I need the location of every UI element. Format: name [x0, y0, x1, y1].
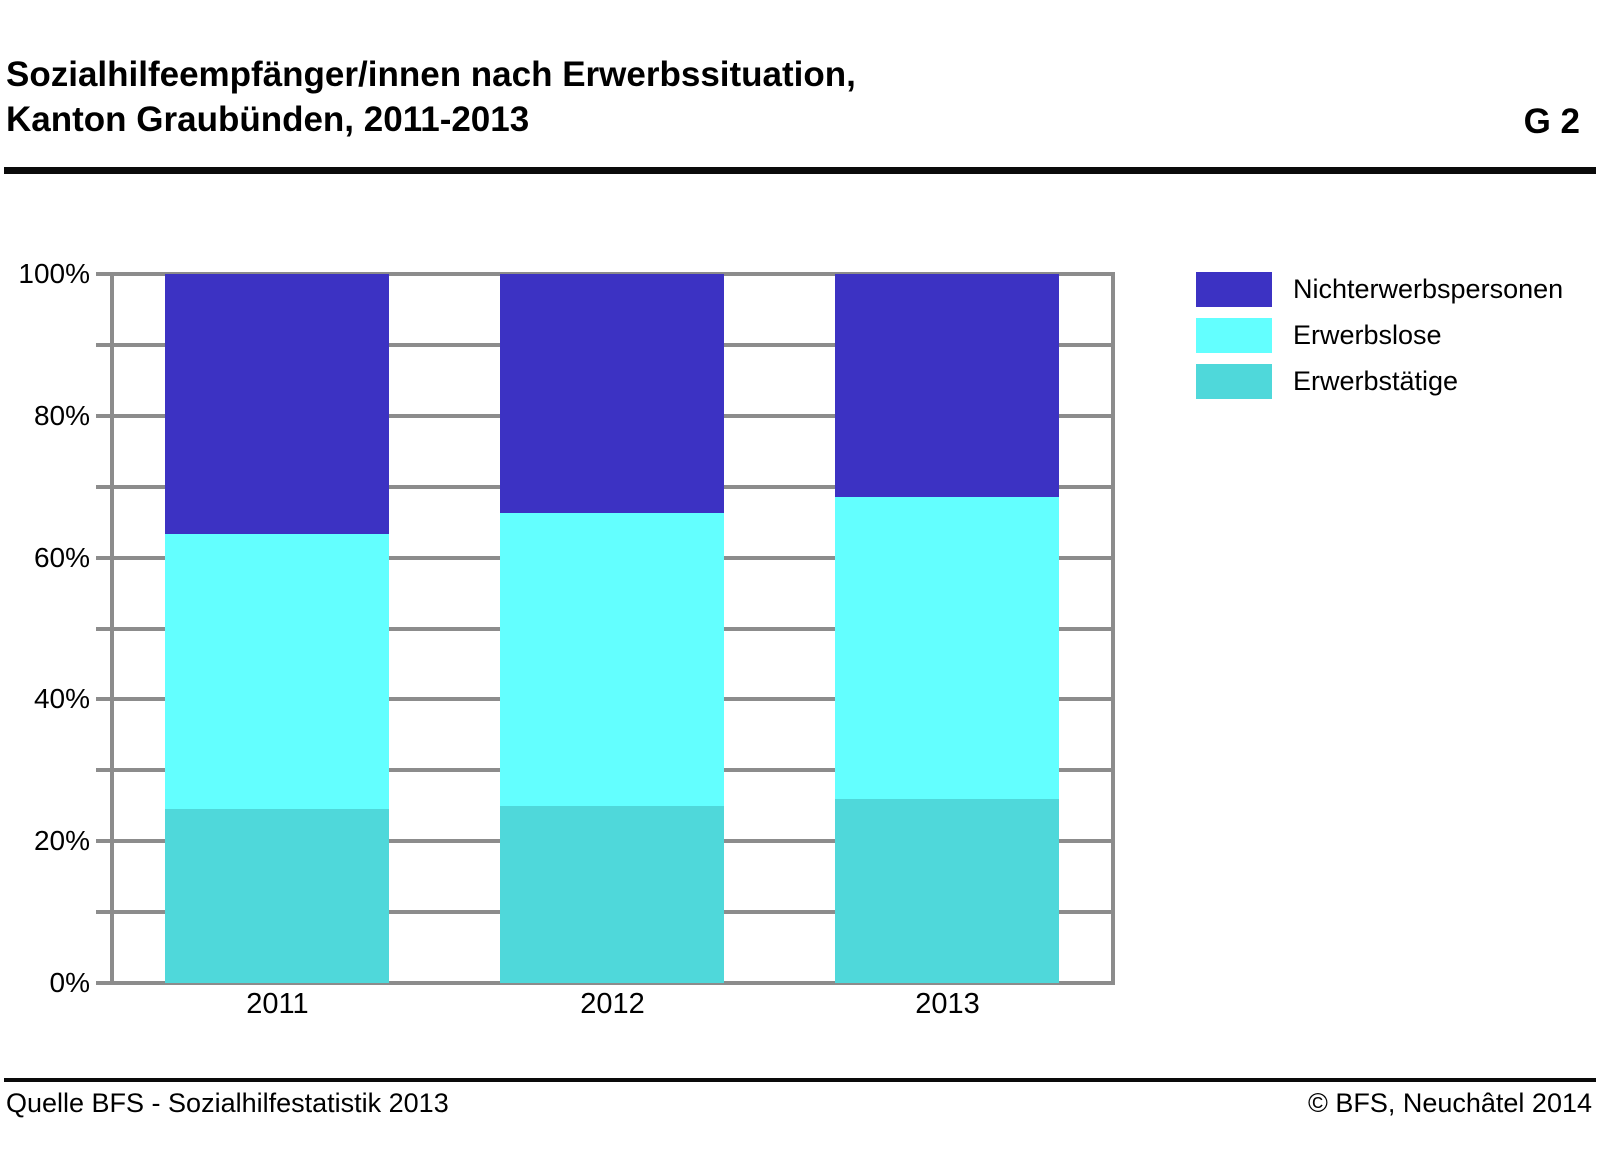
y-axis-tick-label: 80% — [33, 399, 90, 431]
y-axis-tick-labels: 0% 20% 40% 60% 80% 100% — [0, 258, 90, 998]
chart-title-line1: Sozialhilfeempfänger/innen nach Erwerbss… — [6, 55, 856, 94]
footer-rule — [4, 1078, 1596, 1082]
x-axis-category-labels: 2011 2012 2013 — [110, 988, 1115, 1021]
bar-segment-erwerbstätige-2011 — [165, 809, 390, 983]
legend-swatch — [1196, 364, 1272, 399]
gridline — [96, 981, 1115, 985]
chart-title-line2: Kanton Graubünden, 2011-2013 — [6, 100, 530, 139]
legend-item: Erwerbstätige — [1196, 364, 1563, 399]
bar-slot-2011 — [110, 274, 445, 983]
source-note: Quelle BFS - Sozialhilfestatistik 2013 — [6, 1088, 449, 1118]
bar-slot-2013 — [780, 274, 1115, 983]
legend-label: Erwerbslose — [1293, 320, 1442, 350]
x-axis-category-label: 2013 — [915, 988, 980, 1020]
x-axis-category-label: 2012 — [580, 988, 645, 1020]
bar-segment-erwerbslose-2013 — [835, 497, 1060, 800]
bar-segment-nichterwerbspersonen-2012 — [500, 274, 725, 513]
chart-title: Sozialhilfeempfänger/innen nach Erwerbss… — [6, 52, 1592, 142]
y-axis-tick-label: 20% — [33, 825, 90, 857]
stacked-bar-2011 — [165, 274, 390, 983]
legend-swatch — [1196, 318, 1272, 353]
legend: Nichterwerbspersonen Erwerbslose Erwerbstä… — [1196, 272, 1563, 410]
header: Sozialhilfeempfänger/innen nach Erwerbss… — [6, 52, 1592, 142]
bar-segment-nichterwerbspersonen-2011 — [165, 274, 390, 534]
bar-segment-erwerbslose-2012 — [500, 512, 725, 806]
x-axis-category-label: 2011 — [246, 988, 309, 1020]
stacked-bar-2013 — [835, 274, 1060, 983]
header-rule — [4, 167, 1596, 174]
bar-slot-2012 — [445, 274, 780, 983]
y-axis-tick-label: 0% — [49, 967, 90, 998]
gridline — [96, 272, 1115, 276]
bar-segment-erwerbstätige-2012 — [500, 805, 725, 983]
y-axis-tick-label: 40% — [33, 683, 90, 715]
y-axis-tick-label: 60% — [33, 541, 90, 573]
legend-item: Nichterwerbspersonen — [1196, 272, 1563, 307]
bar-segment-erwerbstätige-2013 — [835, 799, 1060, 983]
stacked-bar-2012 — [500, 274, 725, 983]
plot-area — [96, 272, 1115, 985]
figure-id-label: G 2 — [1523, 102, 1580, 141]
legend-item: Erwerbslose — [1196, 318, 1563, 353]
y-axis-tick-label: 100% — [18, 258, 90, 289]
legend-swatch — [1196, 272, 1272, 307]
copyright-note: © BFS, Neuchâtel 2014 — [1307, 1088, 1592, 1118]
legend-label: Erwerbstätige — [1293, 366, 1459, 396]
legend-label: Nichterwerbspersonen — [1293, 274, 1564, 304]
bar-segment-erwerbslose-2011 — [165, 533, 390, 810]
bar-segment-nichterwerbspersonen-2013 — [835, 274, 1060, 498]
